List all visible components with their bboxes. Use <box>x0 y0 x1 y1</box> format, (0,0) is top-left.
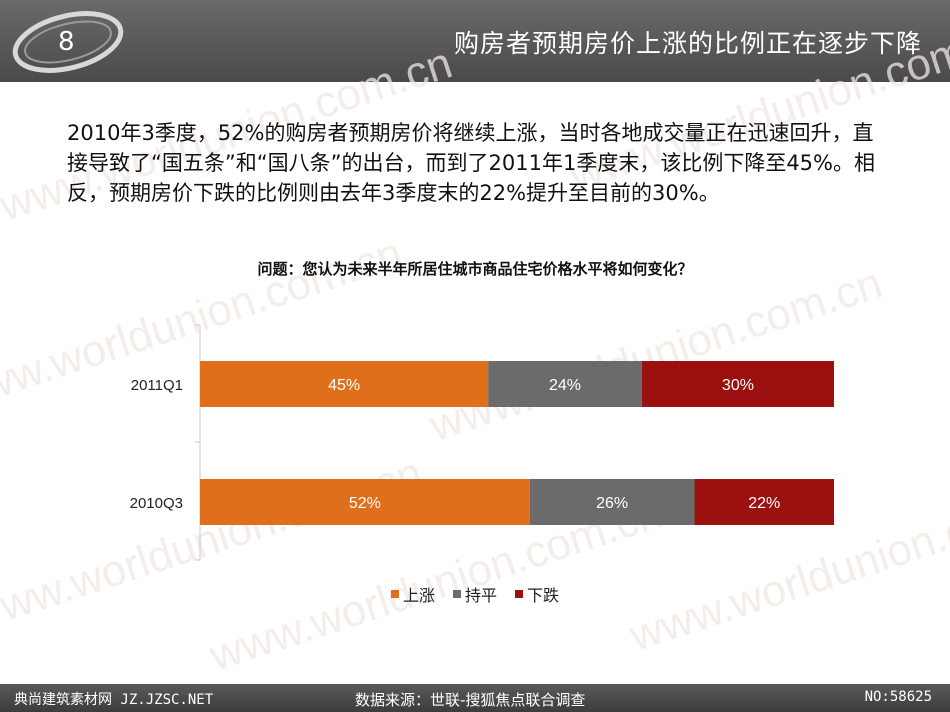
legend-swatch <box>453 590 461 598</box>
data-source-label: 数据来源：世联-搜狐焦点联合调查 <box>355 691 586 709</box>
legend-label: 下跌 <box>527 586 559 605</box>
legend-swatch <box>515 590 523 598</box>
bar-segment <box>641 361 834 407</box>
data-label: 52% <box>349 495 381 512</box>
category-label: 2011Q1 <box>131 377 183 394</box>
bar-segment <box>694 479 834 525</box>
data-label: 24% <box>549 377 581 394</box>
intro-paragraph: 2010年3季度，52%的购房者预期房价将继续上涨，当时各地成交量正在迅速回升，… <box>67 121 875 205</box>
bar-segment <box>488 361 642 407</box>
footer-site-label: 典尚建筑素材网 JZ.JZSC.NET <box>14 692 214 708</box>
slide-title: 购房者预期房价上涨的比例正在逐步下降 <box>453 29 922 58</box>
data-label: 45% <box>328 377 360 394</box>
logo-icon: 8 <box>12 11 124 73</box>
stacked-bar-chart: 2011Q1 45% 24% 30% 2010Q3 52% 26% 22% 上涨 持平 下跌 <box>130 324 834 605</box>
data-label: 26% <box>596 495 628 512</box>
title-bar: 8 购房者预期房价上涨的比例正在逐步下降 <box>0 0 950 82</box>
data-label: 30% <box>722 377 754 394</box>
data-label: 22% <box>748 495 780 512</box>
legend: 上涨 持平 下跌 <box>391 586 559 605</box>
bars-group: 2011Q1 45% 24% 30% 2010Q3 52% 26% 22% <box>130 361 834 525</box>
legend-label: 持平 <box>465 586 497 605</box>
bar-segment <box>200 479 530 525</box>
bar-segment <box>529 479 695 525</box>
legend-label: 上涨 <box>403 586 435 605</box>
bar-segment <box>200 361 489 407</box>
footer-bar: 典尚建筑素材网 JZ.JZSC.NET 数据来源：世联-搜狐焦点联合调查 NO:… <box>0 684 950 712</box>
svg-text:8: 8 <box>58 27 75 57</box>
legend-swatch <box>391 590 399 598</box>
footer-number-label: NO:58625 <box>864 689 932 705</box>
chart-title: 问题：您认为未来半年所居住城市商品住宅价格水平将如何变化？ <box>257 260 693 278</box>
category-label: 2010Q3 <box>130 495 183 512</box>
